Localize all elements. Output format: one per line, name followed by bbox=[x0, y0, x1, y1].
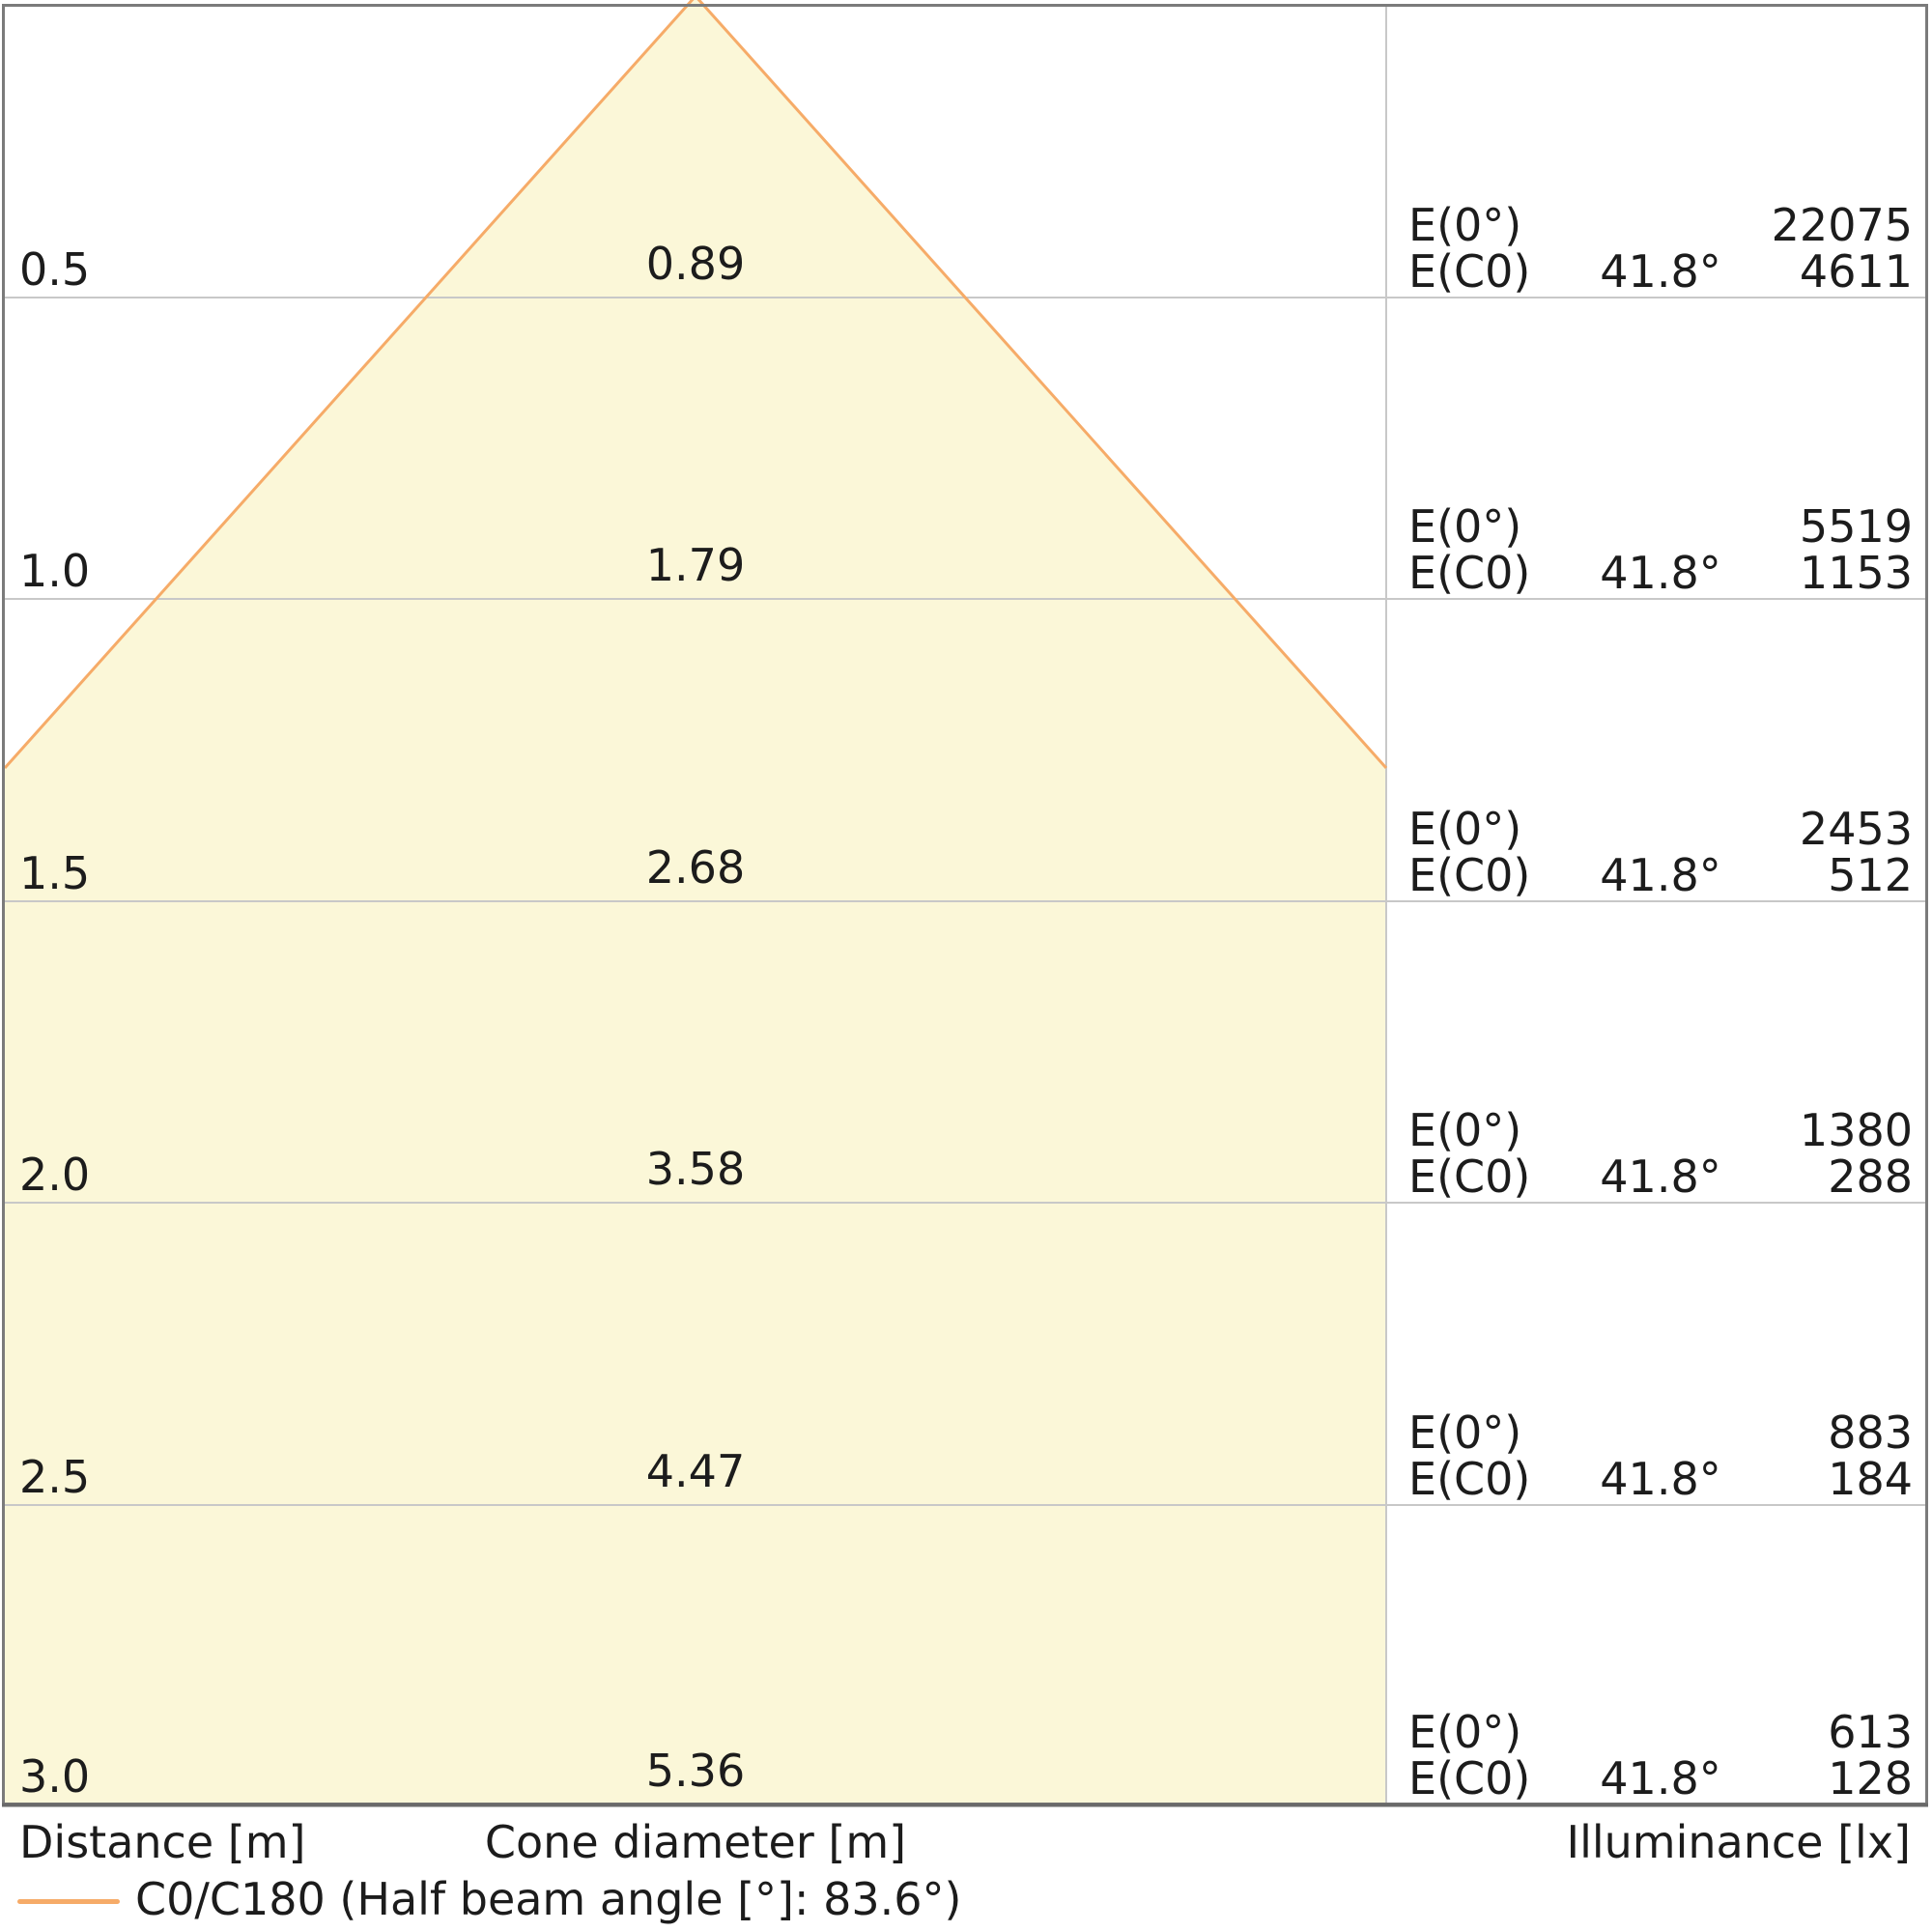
e0-label: E(0°) bbox=[1408, 1706, 1522, 1758]
legend: C0/C180 (Half beam angle [°]: 83.6°) bbox=[0, 1874, 1932, 1932]
axis-label-cone-diameter: Cone diameter [m] bbox=[484, 1816, 907, 1868]
beam-angle-value: 41.8° bbox=[1600, 547, 1721, 599]
illuminance-line-ec0: E(C0) 41.8° 512 bbox=[1408, 851, 1913, 899]
axis-label-illuminance: Illuminance [lx] bbox=[1566, 1816, 1911, 1868]
e0-label: E(0°) bbox=[1408, 199, 1522, 251]
illuminance-line-ec0: E(C0) 41.8° 184 bbox=[1408, 1455, 1913, 1503]
ec0-label: E(C0) bbox=[1408, 245, 1531, 298]
legend-label: C0/C180 (Half beam angle [°]: 83.6°) bbox=[135, 1873, 962, 1925]
illuminance-line-ec0: E(C0) 41.8° 288 bbox=[1408, 1152, 1913, 1201]
ec0-label: E(C0) bbox=[1408, 1752, 1531, 1804]
distance-value: 0.5 bbox=[19, 243, 91, 296]
illuminance-line-ec0: E(C0) 41.8° 128 bbox=[1408, 1754, 1913, 1803]
distance-value: 1.5 bbox=[19, 847, 91, 899]
legend-line-swatch bbox=[17, 1899, 120, 1904]
ec0-label: E(C0) bbox=[1408, 547, 1531, 599]
cone-diameter-value: 2.68 bbox=[645, 841, 746, 894]
illuminance-line-e0: E(0°) 2453 bbox=[1408, 805, 1913, 853]
cone-diameter-value: 5.36 bbox=[645, 1745, 746, 1797]
e0-value: 22075 bbox=[1771, 199, 1913, 251]
ec0-value: 512 bbox=[1828, 849, 1913, 901]
cone-edge-right bbox=[696, 0, 1388, 770]
distance-value: 1.0 bbox=[19, 545, 91, 597]
cone-diameter-value: 1.79 bbox=[645, 539, 746, 591]
illuminance-line-e0: E(0°) 883 bbox=[1408, 1408, 1913, 1457]
illuminance-line-ec0: E(C0) 41.8° 1153 bbox=[1408, 549, 1913, 597]
illuminance-line-e0: E(0°) 5519 bbox=[1408, 502, 1913, 551]
distance-value: 3.0 bbox=[19, 1750, 91, 1803]
cone-edge-left bbox=[3, 0, 695, 770]
distance-value: 2.5 bbox=[19, 1451, 91, 1503]
illuminance-line-e0: E(0°) 22075 bbox=[1408, 201, 1913, 249]
e0-value: 1380 bbox=[1799, 1104, 1913, 1156]
beam-angle-value: 41.8° bbox=[1600, 245, 1721, 298]
cone-diameter-value: 0.89 bbox=[645, 238, 746, 290]
illuminance-line-ec0: E(C0) 41.8° 4611 bbox=[1408, 247, 1913, 296]
e0-value: 613 bbox=[1828, 1706, 1913, 1758]
ec0-value: 128 bbox=[1828, 1752, 1913, 1804]
ec0-value: 4611 bbox=[1799, 245, 1913, 298]
e0-label: E(0°) bbox=[1408, 1406, 1522, 1459]
distance-value: 2.0 bbox=[19, 1149, 91, 1201]
ec0-value: 288 bbox=[1828, 1151, 1913, 1203]
ec0-value: 1153 bbox=[1799, 547, 1913, 599]
e0-label: E(0°) bbox=[1408, 1104, 1522, 1156]
cone-diameter-value: 4.47 bbox=[645, 1445, 746, 1497]
beam-angle-value: 41.8° bbox=[1600, 1151, 1721, 1203]
e0-label: E(0°) bbox=[1408, 500, 1522, 553]
beam-angle-value: 41.8° bbox=[1600, 1752, 1721, 1804]
beam-angle-value: 41.8° bbox=[1600, 1453, 1721, 1505]
ec0-label: E(C0) bbox=[1408, 1151, 1531, 1203]
illuminance-line-e0: E(0°) 1380 bbox=[1408, 1106, 1913, 1154]
beam-angle-value: 41.8° bbox=[1600, 849, 1721, 901]
e0-value: 883 bbox=[1828, 1406, 1913, 1459]
ec0-value: 184 bbox=[1828, 1453, 1913, 1505]
ec0-label: E(C0) bbox=[1408, 849, 1531, 901]
illuminance-line-e0: E(0°) 613 bbox=[1408, 1708, 1913, 1756]
ec0-label: E(C0) bbox=[1408, 1453, 1531, 1505]
axis-label-distance: Distance [m] bbox=[19, 1816, 306, 1868]
e0-value: 5519 bbox=[1799, 500, 1913, 553]
e0-value: 2453 bbox=[1799, 803, 1913, 855]
cone-diameter-value: 3.58 bbox=[645, 1143, 746, 1195]
e0-label: E(0°) bbox=[1408, 803, 1522, 855]
